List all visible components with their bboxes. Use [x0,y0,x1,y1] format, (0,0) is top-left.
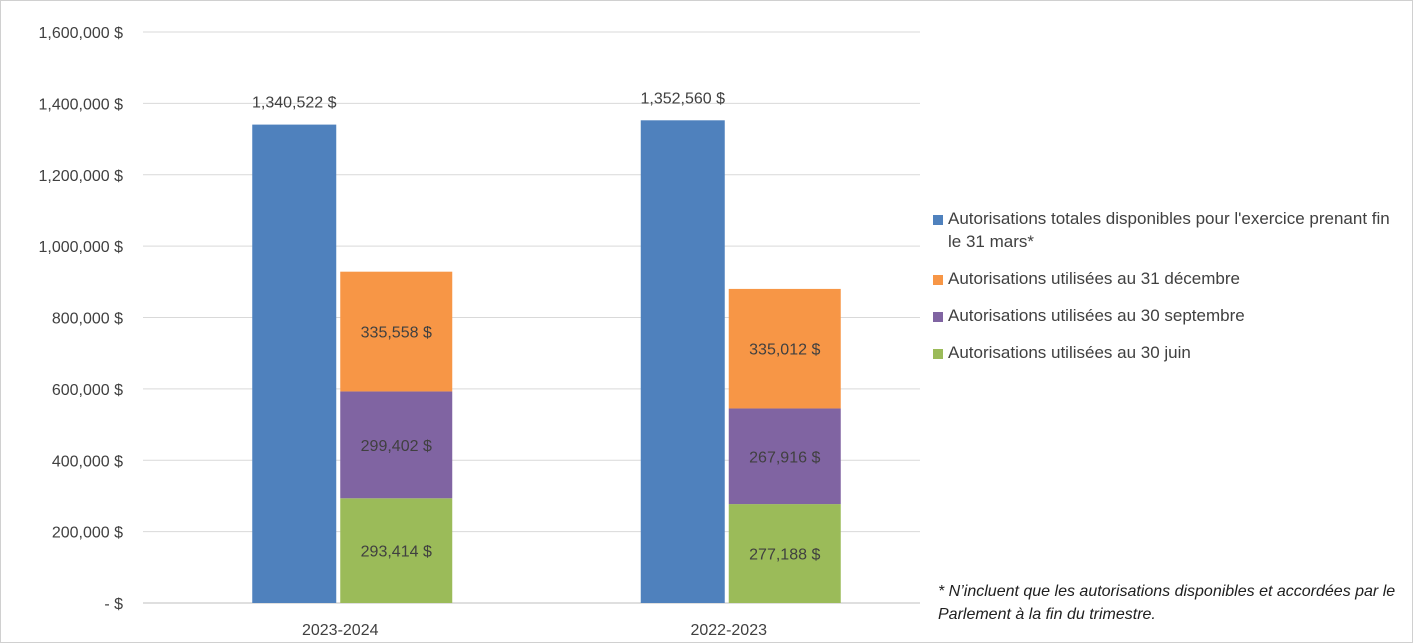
legend-item-december: Autorisations utilisées au 31 décembre [930,267,1400,290]
legend-swatch-september [933,312,943,322]
y-tick-label: 1,400,000 $ [38,96,123,113]
x-category-label: 2023-2024 [302,622,379,639]
bar-total [252,124,337,604]
y-tick-label: 1,000,000 $ [38,239,123,256]
data-label-segment: 277,188 $ [749,547,820,564]
legend-item-september: Autorisations utilisées au 30 septembre [930,304,1400,327]
bar-segment [340,391,453,499]
data-label-segment: 299,402 $ [361,438,432,455]
bar-segment [728,408,841,505]
legend-item-june: Autorisations utilisées au 30 juin [930,341,1400,364]
data-label-total: 1,352,560 $ [640,90,725,107]
legend-item-total: Autorisations totales disponibles pour l… [930,207,1400,253]
y-tick-label: 1,600,000 $ [38,25,123,42]
y-tick-label: - $ [104,596,123,613]
legend-label-june: Autorisations utilisées au 30 juin [948,343,1191,362]
y-tick-label: 1,200,000 $ [38,168,123,185]
y-tick-label: 400,000 $ [52,453,123,470]
legend-label-december: Autorisations utilisées au 31 décembre [948,269,1240,288]
bar-segment [728,504,841,603]
data-label-segment: 293,414 $ [361,544,432,561]
bar-total [640,120,725,604]
legend-label-september: Autorisations utilisées au 30 septembre [948,306,1245,325]
legend-swatch-december [933,275,943,285]
data-label-segment: 335,012 $ [749,342,820,359]
data-label-total: 1,340,522 $ [252,95,337,112]
data-label-segment: 267,916 $ [749,449,820,466]
bar-segment [728,288,841,409]
legend-swatch-total [933,215,943,225]
legend-label-total: Autorisations totales disponibles pour l… [948,209,1390,251]
footnote: * N’incluent que les autorisations dispo… [938,583,1396,623]
bar-segment [340,498,453,603]
y-tick-label: 200,000 $ [52,525,123,542]
bar-segment [340,271,453,392]
data-label-segment: 335,558 $ [361,325,432,342]
legend: Autorisations totales disponibles pour l… [930,207,1400,378]
y-tick-label: 800,000 $ [52,311,123,328]
x-category-label: 2022-2023 [690,622,767,639]
y-tick-label: 600,000 $ [52,382,123,399]
legend-swatch-june [933,349,943,359]
